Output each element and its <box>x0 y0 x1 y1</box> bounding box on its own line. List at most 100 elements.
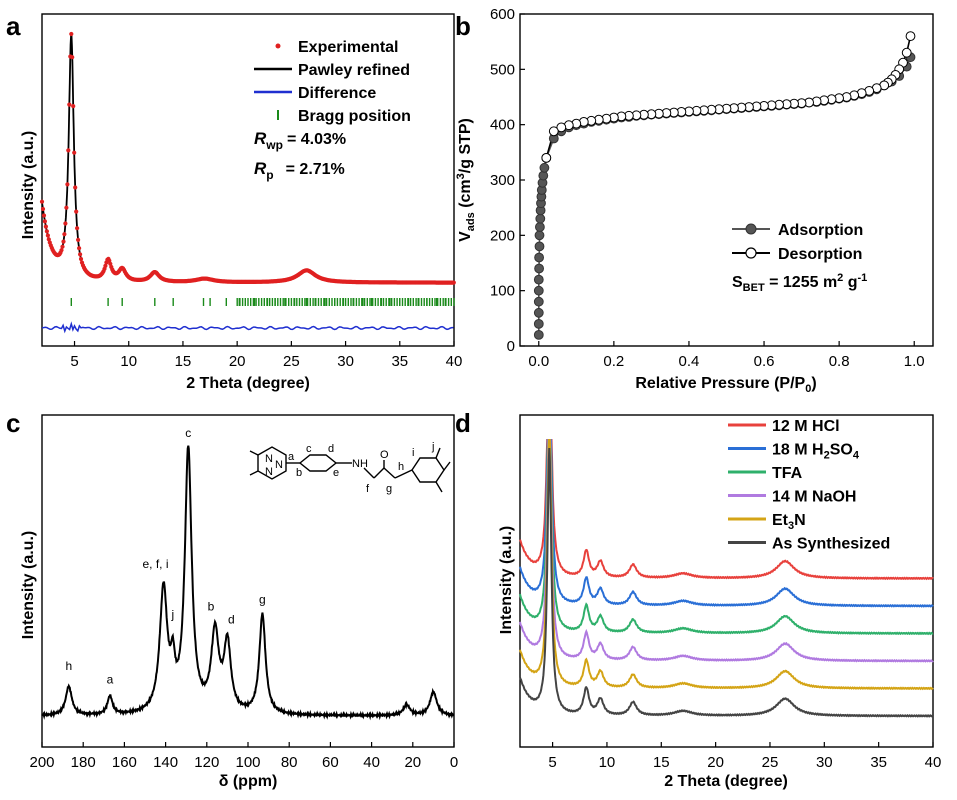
experimental-point <box>63 221 68 226</box>
panel-c: c 200 180 160 140 120 100 80 60 40 20 0 δ (ppm) In… <box>6 408 458 790</box>
legend-experimental-marker <box>275 43 281 49</box>
legend-text: As Synthesized <box>772 536 890 553</box>
rp-annotation: Rp = 2.71% <box>254 159 345 182</box>
experimental-point <box>71 104 76 109</box>
peak-label: h <box>65 659 72 673</box>
panel-a-frame <box>41 13 455 347</box>
x-tick-label: 100 <box>235 754 260 771</box>
x-tick-label: 30 <box>337 353 354 370</box>
y-tick-label: 500 <box>490 61 515 78</box>
panel-c-y-label: Intensity (a.u.) <box>20 531 37 639</box>
experimental-point <box>73 185 78 190</box>
experimental-point <box>78 256 84 262</box>
bond-wavy-4 <box>435 481 443 493</box>
x-tick-label: 180 <box>71 754 96 771</box>
legend-adsorption-marker <box>745 223 757 235</box>
x-tick-label: 80 <box>281 754 298 771</box>
adsorption-point <box>533 330 544 340</box>
peak-label: e, f, i <box>142 557 168 571</box>
experimental-point <box>42 219 48 224</box>
y-tick-label: 600 <box>490 6 515 23</box>
desorption-point <box>541 153 552 163</box>
nmr-spectrum-line <box>41 445 455 721</box>
pxrd-series-line <box>519 439 934 663</box>
nmr-peak-labels: h a e, f, i j c bd g <box>65 426 265 686</box>
x-tick-label: 0.8 <box>829 353 850 370</box>
panel-d-x-label: 2 Theta (degree) <box>664 773 788 790</box>
panel-d-x-ticks: 5 10 15 20 25 30 35 40 <box>548 742 941 771</box>
experimental-point <box>39 199 45 204</box>
experimental-point <box>70 55 75 60</box>
experimental-point <box>451 280 456 285</box>
bond-wavy-1 <box>249 450 259 456</box>
pxrd-series-line <box>519 439 934 608</box>
panel-a-experimental-points <box>39 31 456 285</box>
peak-label: c <box>185 426 191 440</box>
experimental-point <box>64 205 69 210</box>
legend-pawley-text: Pawley refined <box>298 62 410 79</box>
experimental-point <box>61 239 66 244</box>
experimental-point <box>45 233 51 238</box>
experimental-point <box>72 150 77 155</box>
panel-b-legend: Adsorption Desorption SBET = 1255 m2 g-1 <box>732 222 867 294</box>
adsorption-point <box>539 162 550 173</box>
x-tick-label: 40 <box>446 353 463 370</box>
desorption-point <box>548 126 559 137</box>
panel-a-bragg-ticks <box>70 298 455 306</box>
mol-atom-n2: N <box>265 466 273 478</box>
panel-b-y-ticks: 0 100 200 300 400 500 600 <box>490 6 525 355</box>
x-tick-label: 0.6 <box>754 353 775 370</box>
panel-d-frame <box>519 414 934 748</box>
experimental-point <box>78 252 83 257</box>
legend-text: Et3N <box>772 512 806 532</box>
x-tick-label: 10 <box>120 353 137 370</box>
legend-text: 12 M HCl <box>772 418 840 435</box>
experimental-point <box>77 246 82 251</box>
mol-label-c: c <box>306 443 312 455</box>
adsorption-point <box>533 296 544 307</box>
mol-label-f: f <box>366 483 370 495</box>
y-tick-label: 100 <box>490 283 515 300</box>
adsorption-point <box>533 274 544 285</box>
bond-methyl <box>435 447 441 459</box>
experimental-point <box>43 224 49 229</box>
x-tick-label: 1.0 <box>904 353 925 370</box>
x-tick-label: 0 <box>450 754 458 771</box>
bond-wavy-3 <box>443 461 451 471</box>
peak-label: g <box>259 592 266 606</box>
experimental-point <box>65 182 70 187</box>
panel-b-y-label: Vads (cm3/g STP) <box>455 118 477 242</box>
panel-d: d 5 10 15 20 25 30 35 40 2 Theta (degree) Inten… <box>455 408 941 790</box>
experimental-point <box>44 229 50 234</box>
panel-d-label: d <box>455 408 471 438</box>
desorption-point <box>905 31 916 41</box>
x-tick-label: 25 <box>762 754 779 771</box>
mol-label-h: h <box>398 461 404 473</box>
x-tick-label: 20 <box>404 754 421 771</box>
x-tick-label: 60 <box>322 754 339 771</box>
adsorption-point <box>533 307 544 318</box>
legend-text: TFA <box>772 465 803 482</box>
adsorption-point <box>534 263 544 274</box>
panel-b-label: b <box>455 11 471 41</box>
x-tick-label: 0.2 <box>603 353 624 370</box>
x-tick-label: 0.4 <box>679 353 700 370</box>
mol-label-i: i <box>412 447 414 459</box>
bond-nh-f <box>363 467 375 479</box>
bond-f-g <box>373 467 385 479</box>
experimental-point <box>62 232 67 237</box>
x-tick-label: 35 <box>391 353 408 370</box>
panel-c-frame <box>41 414 455 748</box>
legend-experimental-text: Experimental <box>298 39 398 56</box>
experimental-point <box>103 263 108 268</box>
rwp-annotation: Rwp = 4.03% <box>254 129 346 152</box>
x-tick-label: 0.0 <box>528 353 549 370</box>
panel-a-legend: Experimental Pawley refined Difference B… <box>254 39 411 182</box>
x-tick-label: 10 <box>599 754 616 771</box>
y-tick-label: 0 <box>507 338 515 355</box>
bet-annotation: SBET = 1255 m2 g-1 <box>732 272 867 294</box>
desorption-points <box>541 31 916 163</box>
adsorption-point <box>534 252 544 263</box>
x-tick-label: 15 <box>653 754 670 771</box>
